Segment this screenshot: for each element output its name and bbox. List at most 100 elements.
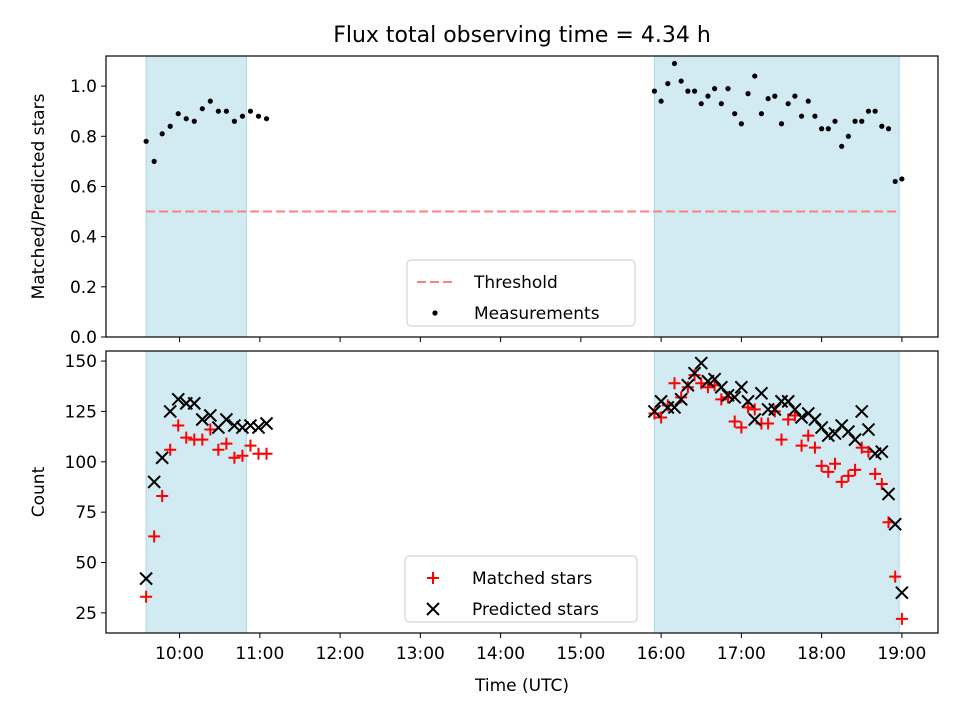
measurement-point: [805, 98, 811, 104]
measurement-point: [732, 111, 738, 117]
matched-star-point: [668, 377, 681, 390]
measurement-point: [819, 126, 825, 132]
predicted-star-point: [888, 517, 902, 531]
predicted-star-point: [734, 380, 749, 394]
matched-star-point: [212, 443, 225, 456]
observing-interval-shade: [145, 350, 247, 634]
y-tick-label: 75: [75, 503, 97, 523]
matched-star-point: [164, 443, 177, 456]
predicted-star-point: [163, 404, 177, 419]
matched-star-point: [180, 431, 193, 444]
matched-star-point: [655, 411, 668, 424]
measurement-point: [215, 108, 221, 114]
legend-label: Threshold: [473, 273, 558, 293]
x-axis-label: Time (UTC): [474, 676, 569, 696]
measurement-point: [852, 118, 858, 124]
matched-star-point: [895, 612, 908, 625]
x-tick-label: 13:00: [396, 644, 445, 664]
matched-star-point: [648, 407, 661, 420]
matched-star-point: [236, 449, 249, 462]
measurement-point: [658, 98, 664, 104]
matched-star-point: [675, 391, 688, 404]
matched-star-point: [228, 451, 241, 464]
x-tick-label: 18:00: [797, 644, 846, 664]
measurement-point: [772, 93, 778, 99]
predicted-star-point: [881, 487, 896, 501]
predicted-star-point: [171, 392, 185, 407]
predicted-star-point: [155, 451, 169, 465]
x-tick-label: 15:00: [556, 644, 605, 664]
matched-star-point: [204, 423, 217, 436]
legend-predicted-swatch: [426, 602, 440, 616]
x-tick-label: 10:00: [155, 644, 204, 664]
measurement-point: [752, 73, 758, 79]
measurement-point: [247, 108, 254, 114]
predicted-star-point: [727, 390, 742, 405]
measurement-point: [151, 158, 157, 164]
measurement-point: [167, 123, 173, 129]
matched-star-point: [889, 570, 902, 583]
matched-star-point: [855, 441, 868, 454]
panel-bottom: 25 50 75 100 125 150 10:00 11:00 12:00 13:00 14:00…: [29, 350, 939, 696]
predicted-star-point: [647, 404, 662, 419]
observing-interval-shade: [653, 350, 900, 634]
measurement-point: [725, 86, 731, 92]
matched-star-point: [782, 413, 795, 426]
x-tick-label: 17:00: [717, 644, 766, 664]
measurement-point: [859, 118, 865, 124]
predicted-star-point: [235, 420, 250, 435]
predicted-star-point: [674, 392, 688, 407]
measurement-point: [778, 121, 785, 127]
measurement-point: [872, 108, 878, 114]
measurement-point: [712, 86, 718, 92]
y-tick-label: 50: [75, 554, 97, 574]
matched-star-point: [688, 369, 701, 382]
measurement-point: [239, 113, 246, 119]
matched-star-point: [244, 439, 257, 452]
measurement-point: [199, 106, 205, 112]
measurement-point: [839, 143, 845, 149]
measurement-point: [865, 108, 872, 114]
measurement-point: [832, 118, 838, 124]
measurement-point: [223, 108, 229, 114]
y-tick-label: 100: [65, 453, 97, 473]
measurement-point: [685, 88, 691, 94]
y-tick-label: 1.0: [70, 77, 97, 97]
matched-star-point: [748, 403, 761, 416]
matched-star-point: [849, 463, 862, 476]
measurement-point: [758, 111, 765, 117]
x-tick-label: 12:00: [316, 644, 365, 664]
measurement-point: [255, 113, 262, 119]
measurement-point: [671, 60, 678, 67]
predicted-star-point: [681, 378, 695, 392]
measurement-point: [698, 101, 704, 107]
matched-star-point: [721, 391, 734, 404]
predicted-star-point: [243, 418, 258, 433]
measurement-point: [798, 113, 805, 119]
predicted-star-point: [195, 412, 210, 427]
measurement-point: [651, 88, 658, 94]
matched-star-point: [829, 457, 842, 470]
measurement-point: [812, 113, 818, 119]
x-tick-label: 14:00: [476, 644, 525, 664]
matched-star-point: [808, 441, 821, 454]
axes-frame: [105, 55, 939, 338]
matched-star-point: [822, 465, 835, 478]
x-tick-label: 19:00: [877, 644, 926, 664]
y-tick-label: 125: [65, 402, 97, 422]
measurement-point: [745, 91, 751, 97]
matched-star-point: [742, 401, 755, 414]
matched-star-point: [835, 475, 848, 488]
legend-measurement-swatch: [432, 310, 438, 316]
y-axis-label: Matched/Predicted stars: [29, 93, 49, 299]
predicted-star-point: [794, 410, 809, 425]
y-tick-label: 0.8: [70, 127, 97, 147]
matched-star-point: [156, 490, 169, 503]
predicted-star-point: [259, 416, 274, 431]
matched-star-point: [802, 429, 815, 442]
matched-star-point: [735, 421, 748, 434]
matched-star-point: [842, 469, 855, 482]
predicted-star-point: [187, 396, 201, 411]
matched-star-point: [260, 447, 273, 460]
measurement-point: [765, 96, 771, 102]
